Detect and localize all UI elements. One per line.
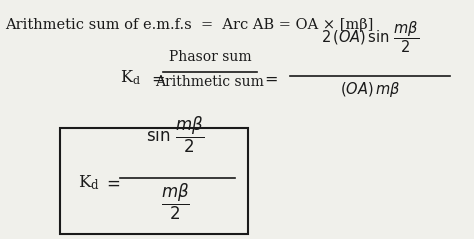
Text: Phasor sum: Phasor sum: [169, 50, 251, 64]
Text: Arithmetic sum: Arithmetic sum: [155, 75, 264, 89]
Text: Arithmetic sum of e.m.f.s  =  Arc AB = OA × [mβ]: Arithmetic sum of e.m.f.s = Arc AB = OA …: [5, 18, 374, 32]
Text: $\sin\,\dfrac{m\beta}{2}$: $\sin\,\dfrac{m\beta}{2}$: [146, 115, 204, 155]
Text: $\dfrac{m\beta}{2}$: $\dfrac{m\beta}{2}$: [161, 182, 190, 222]
Text: $=$: $=$: [103, 174, 120, 191]
Text: $2\,(OA)\,\sin\,\dfrac{m\beta}{2}$: $2\,(OA)\,\sin\,\dfrac{m\beta}{2}$: [321, 19, 419, 55]
Text: $=$: $=$: [148, 70, 165, 87]
Bar: [60, 128, 248, 234]
Text: $\mathregular{K_d}$: $\mathregular{K_d}$: [120, 69, 141, 87]
Text: $(OA)\,m\beta$: $(OA)\,m\beta$: [340, 80, 400, 99]
Text: $\mathregular{K_d}$: $\mathregular{K_d}$: [78, 174, 100, 192]
Text: $=$: $=$: [261, 70, 278, 87]
